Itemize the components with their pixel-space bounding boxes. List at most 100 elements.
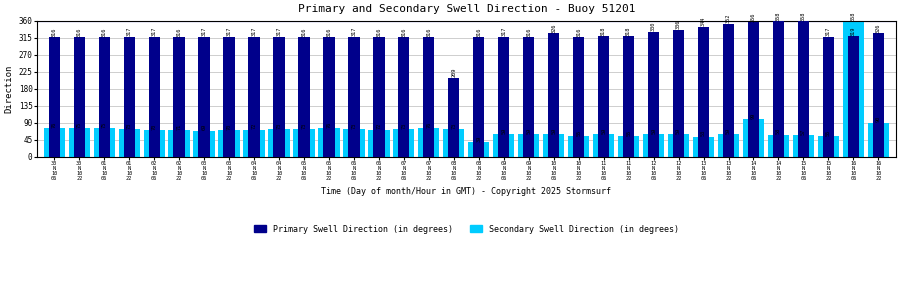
Text: 316: 316 [526,27,531,37]
Text: 316: 316 [102,27,107,37]
Text: 71: 71 [176,123,182,130]
Bar [818,136,839,157]
Bar [523,37,535,157]
Legend: Primary Swell Direction (in degrees), Secondary Swell Direction (in degrees): Primary Swell Direction (in degrees), Se… [250,221,682,237]
Bar [543,134,564,157]
Bar [99,37,110,157]
Text: 330: 330 [651,22,656,32]
Bar [219,130,239,157]
Text: 76: 76 [327,122,331,128]
Text: 317: 317 [151,27,157,36]
Bar [618,136,639,157]
Text: 73: 73 [302,122,307,129]
Bar [418,128,439,157]
Text: 59: 59 [501,128,507,134]
Bar [49,37,60,157]
Text: 316: 316 [51,27,57,37]
Bar [343,129,364,157]
Bar [493,134,515,157]
Bar [74,37,85,157]
Bar [643,134,664,157]
Bar [793,135,814,157]
Text: 70: 70 [227,124,231,130]
Bar [119,129,140,157]
Text: 317: 317 [826,27,831,36]
Bar [174,37,184,157]
Text: 358: 358 [776,11,781,21]
Text: 344: 344 [701,17,706,26]
Bar [718,134,739,157]
Text: 316: 316 [76,27,82,37]
Text: 319: 319 [850,26,856,36]
Text: 316: 316 [327,27,331,37]
Bar [823,37,834,157]
Text: 209: 209 [451,68,456,77]
Bar [473,37,484,157]
Text: 69: 69 [202,124,207,130]
Bar [268,129,290,157]
Bar [468,142,490,157]
Bar [348,37,359,157]
Text: 317: 317 [202,27,207,36]
Text: 316: 316 [476,27,482,37]
Bar [223,37,235,157]
Text: 99: 99 [751,113,756,119]
Text: 75: 75 [102,122,107,128]
Text: 76: 76 [51,122,57,128]
Text: 316: 316 [176,27,182,37]
Text: 317: 317 [127,27,131,36]
Bar [848,36,859,157]
Bar [423,37,435,157]
Text: 317: 317 [351,27,356,36]
Bar [293,129,315,157]
Text: 59: 59 [676,128,681,134]
Bar [698,27,709,157]
Bar [43,128,65,157]
Text: 59: 59 [526,128,531,134]
Text: 317: 317 [501,27,507,36]
Bar [693,137,715,157]
Bar [548,33,559,157]
Bar [199,37,210,157]
Bar [248,37,259,157]
Bar [568,136,590,157]
X-axis label: Time (Day of month/Hour in GMT) - Copyright 2025 Stormsurf: Time (Day of month/Hour in GMT) - Copyri… [321,187,611,196]
Text: 73: 73 [276,122,282,129]
Text: 317: 317 [251,27,256,36]
Bar [398,37,410,157]
Bar [299,37,310,157]
Bar [448,78,459,157]
Text: 72: 72 [251,123,256,129]
Bar [748,22,759,157]
Text: 316: 316 [401,27,407,37]
Text: 75: 75 [76,122,82,128]
Bar [723,23,734,157]
Text: 356: 356 [751,12,756,22]
Bar [123,37,135,157]
Text: 55: 55 [826,129,831,136]
Bar [573,37,584,157]
Text: 73: 73 [451,122,456,129]
Bar [773,21,784,157]
Bar [593,134,615,157]
Text: 76: 76 [427,122,431,128]
Bar [243,130,265,157]
Bar [319,128,339,157]
Text: 72: 72 [376,123,382,129]
Text: 352: 352 [726,14,731,23]
Text: 358: 358 [801,11,806,21]
Bar [498,37,509,157]
Bar [393,129,415,157]
Bar [873,33,884,157]
Text: 326: 326 [551,24,556,33]
Text: 58: 58 [776,128,781,134]
Text: 70: 70 [151,124,157,130]
Text: 318: 318 [626,27,631,36]
Text: 59: 59 [601,128,606,134]
Text: 316: 316 [427,27,431,37]
Bar [168,130,190,157]
Text: 317: 317 [276,27,282,36]
Bar [274,37,284,157]
Bar [323,37,335,157]
Bar [797,21,809,157]
